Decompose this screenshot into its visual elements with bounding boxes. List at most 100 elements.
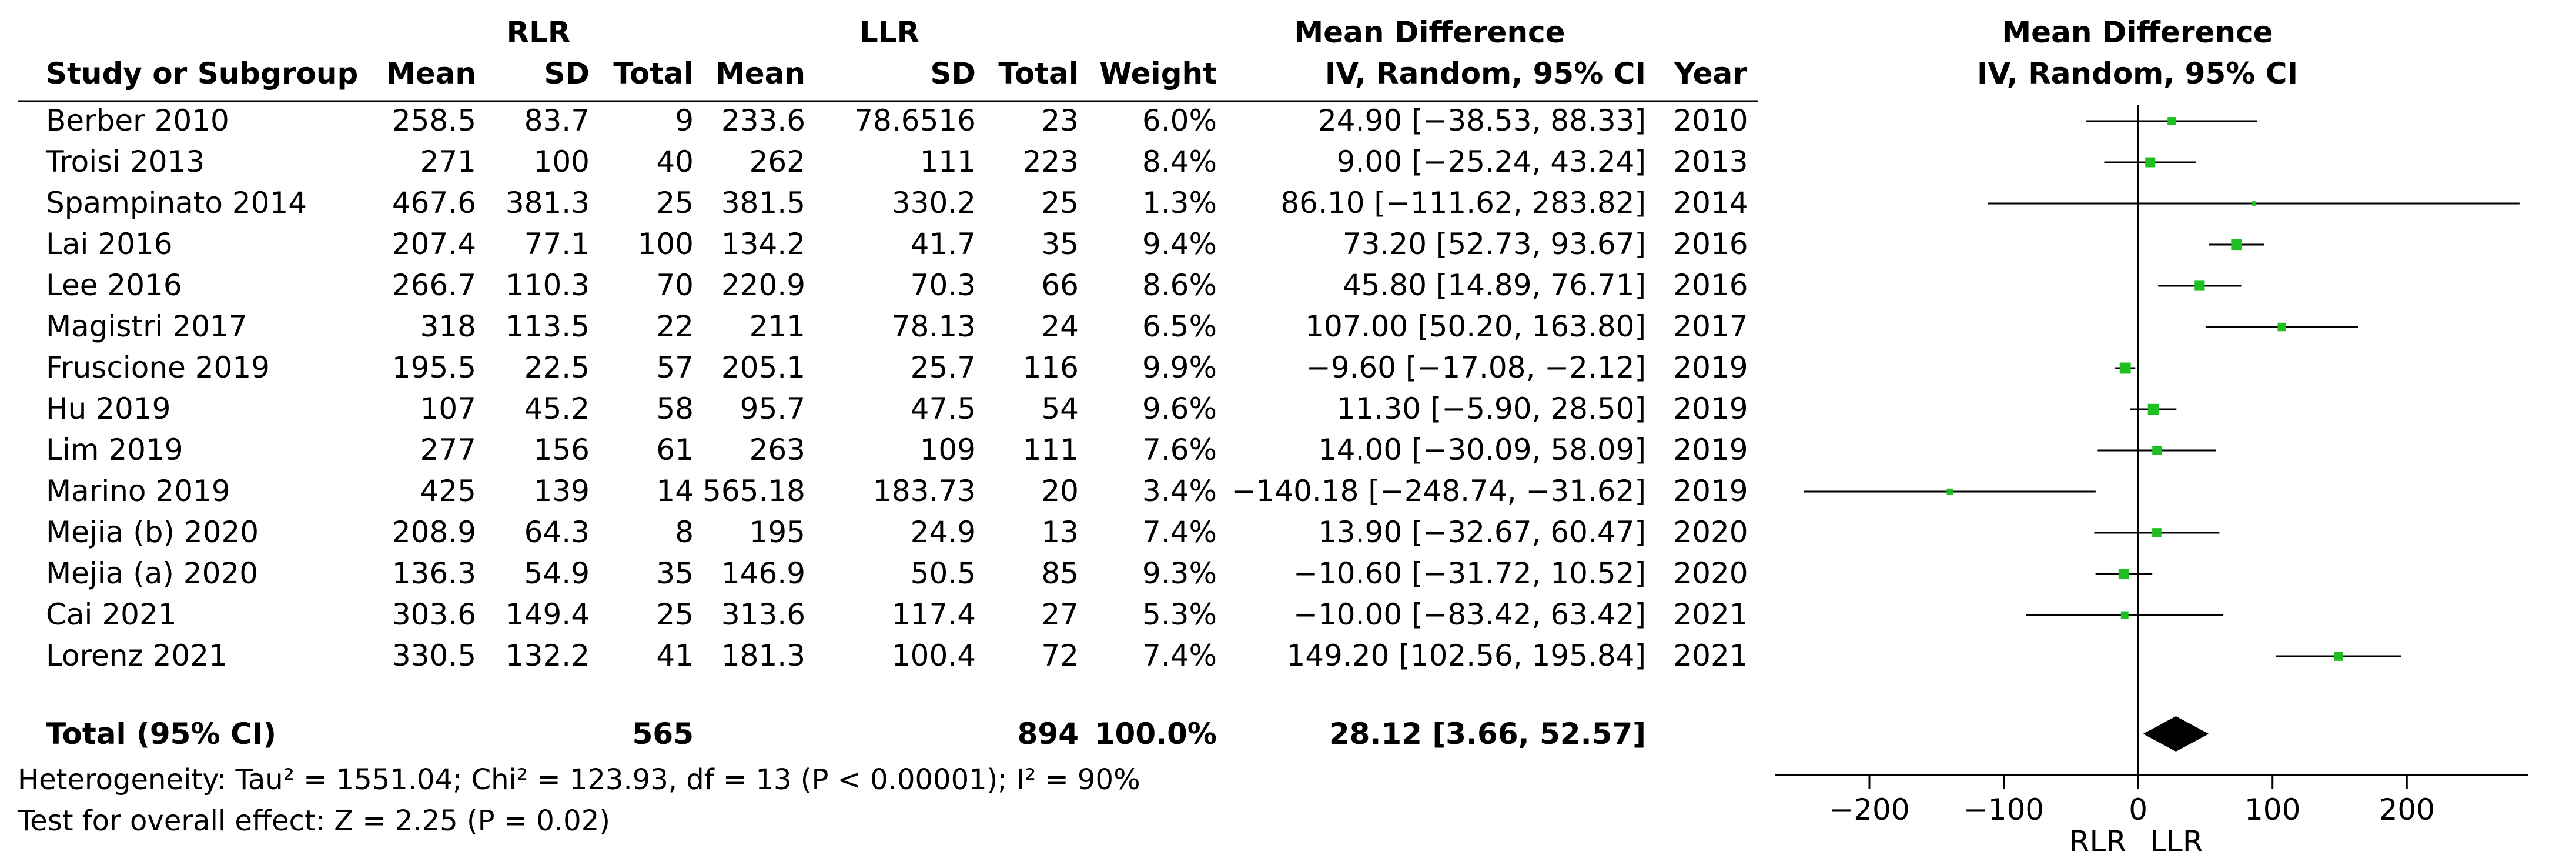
cell-mean2: 205.1 [721, 350, 805, 385]
pooled-diamond [2143, 716, 2209, 752]
cell-mean1: 208.9 [392, 515, 476, 549]
cell-total2: 13 [1041, 515, 1079, 549]
cell-mean2: 220.9 [721, 268, 805, 302]
study-marker [2094, 528, 2220, 537]
point-estimate [2118, 568, 2129, 580]
cell-sd1: 113.5 [506, 309, 590, 343]
cell-sd1: 381.3 [506, 186, 590, 220]
favours-right-label: LLR [2150, 824, 2203, 859]
total-weight: 100.0% [1095, 717, 1217, 751]
cell-sd2: 330.2 [892, 186, 976, 220]
favours-left-label: RLR [2069, 824, 2126, 859]
cell-mean1: 207.4 [392, 227, 476, 261]
cell-year: 2019 [1673, 474, 1748, 508]
cell-sd2: 25.7 [911, 350, 976, 385]
cell-study: Troisi 2013 [45, 145, 205, 179]
cell-sd1: 139 [534, 474, 590, 508]
cell-total2: 25 [1041, 186, 1079, 220]
cell-total2: 72 [1041, 639, 1079, 673]
cell-sd1: 54.9 [524, 556, 590, 590]
col-mean2-header: Mean [715, 56, 805, 91]
cell-weight: 7.4% [1142, 515, 1217, 549]
cell-weight: 1.3% [1142, 186, 1217, 220]
cell-mean2: 381.5 [721, 186, 805, 220]
cell-sd1: 110.3 [506, 268, 590, 302]
col-total2-header: Total [998, 56, 1079, 91]
cell-ci: 73.20 [52.73, 93.67] [1343, 227, 1646, 261]
x-tick-label: −100 [1963, 793, 2044, 827]
cell-ci: 13.90 [−32.67, 60.47] [1318, 515, 1646, 549]
cell-year: 2016 [1673, 227, 1748, 261]
cell-mean2: 134.2 [721, 227, 805, 261]
cell-mean1: 136.3 [392, 556, 476, 590]
cell-sd1: 45.2 [524, 392, 590, 426]
cell-sd1: 149.4 [506, 597, 590, 632]
study-marker [2158, 280, 2242, 291]
cell-weight: 3.4% [1142, 474, 1217, 508]
cell-weight: 8.4% [1142, 145, 1217, 179]
cell-ci: −10.00 [−83.42, 63.42] [1293, 597, 1646, 632]
col-weight-header: Weight [1099, 56, 1217, 91]
cell-study: Spampinato 2014 [46, 186, 307, 220]
cell-ci: 14.00 [−30.09, 58.09] [1318, 433, 1646, 467]
cell-year: 2019 [1673, 350, 1748, 385]
md-sub-table: IV, Random, 95% CI [1325, 56, 1646, 91]
cell-study: Lim 2019 [46, 433, 183, 467]
cell-year: 2020 [1673, 515, 1748, 549]
cell-total1: 41 [656, 639, 694, 673]
study-marker [2130, 403, 2177, 415]
table-row: Magistri 2017 318 113.5 22 211 78.13 24 6.5% 107… [46, 309, 1748, 343]
cell-total1: 61 [656, 433, 694, 467]
cell-total2: 20 [1041, 474, 1079, 508]
x-tick-label: 200 [2379, 793, 2435, 827]
cell-total1: 40 [656, 145, 694, 179]
cell-study: Berber 2010 [46, 103, 229, 138]
cell-sd2: 78.6516 [854, 103, 976, 138]
cell-sd1: 77.1 [524, 227, 590, 261]
cell-weight: 8.6% [1142, 268, 1217, 302]
cell-total2: 35 [1041, 227, 1079, 261]
cell-weight: 9.3% [1142, 556, 1217, 590]
cell-ci: 86.10 [−111.62, 283.82] [1280, 186, 1646, 220]
point-estimate [2145, 157, 2156, 168]
cell-mean1: 330.5 [392, 639, 476, 673]
cell-sd2: 70.3 [911, 268, 976, 302]
cell-total1: 8 [675, 515, 694, 549]
point-estimate [2147, 403, 2159, 415]
cell-study: Hu 2019 [46, 392, 170, 426]
forest-plot: −200 −100 0 100 200 RLR LLR [1775, 105, 2528, 859]
cell-year: 2019 [1673, 433, 1748, 467]
cell-study: Lee 2016 [46, 268, 182, 302]
point-estimate [2252, 201, 2256, 206]
point-estimate [2120, 611, 2129, 619]
group2-header: LLR [859, 15, 919, 49]
point-estimate [2194, 280, 2205, 291]
cell-total1: 100 [638, 227, 694, 261]
cell-study: Lai 2016 [46, 227, 173, 261]
study-marker [1804, 488, 2096, 495]
cell-weight: 9.4% [1142, 227, 1217, 261]
point-estimate [2119, 362, 2131, 374]
cell-total1: 57 [656, 350, 694, 385]
study-rows: Berber 2010 258.5 83.7 9 233.6 78.6516 23 6.0% 2… [45, 103, 1748, 673]
col-mean1-header: Mean [386, 56, 476, 91]
cell-total1: 35 [656, 556, 694, 590]
cell-weight: 7.4% [1142, 639, 1217, 673]
table-row: Lorenz 2021 330.5 132.2 41 181.3 100.4 72 7.4% 1… [46, 639, 1748, 673]
md-sub-plot: IV, Random, 95% CI [1977, 56, 2298, 91]
table-row: Hu 2019 107 45.2 58 95.7 47.5 54 9.6% 11.30 [−5.… [46, 392, 1748, 426]
cell-ci: 45.80 [14.89, 76.71] [1343, 268, 1646, 302]
cell-study: Magistri 2017 [46, 309, 247, 343]
point-estimate [2152, 446, 2162, 455]
cell-mean2: 313.6 [721, 597, 805, 632]
study-marker [2026, 611, 2224, 619]
cell-mean2: 181.3 [721, 639, 805, 673]
cell-total1: 14 [656, 474, 694, 508]
cell-sd2: 100.4 [892, 639, 976, 673]
heterogeneity-note: Heterogeneity: Tau² = 1551.04; Chi² = 12… [18, 763, 1140, 796]
total-ci: 28.12 [3.66, 52.57] [1329, 717, 1646, 751]
cell-total2: 54 [1041, 392, 1079, 426]
cell-ci: −140.18 [−248.74, −31.62] [1232, 474, 1646, 508]
study-marker [1988, 201, 2520, 206]
